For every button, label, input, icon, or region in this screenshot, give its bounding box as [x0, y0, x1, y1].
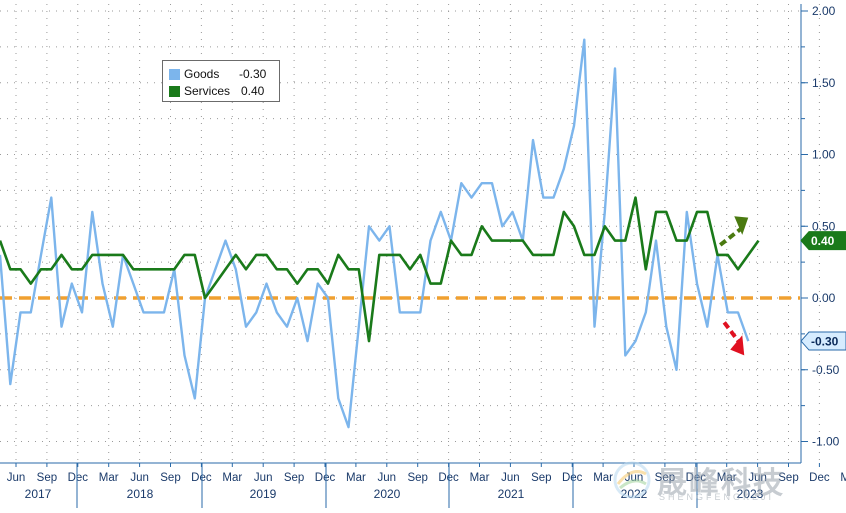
series-line-goods — [0, 40, 748, 427]
legend-value-services: 0.40 — [241, 84, 264, 98]
x-tick-label: Mar — [593, 472, 613, 484]
x-tick-label: Sep — [37, 472, 57, 484]
x-tick-label: Sep — [160, 472, 180, 484]
x-tick-label: Jun — [378, 472, 397, 484]
legend-item-goods: Goods -0.30 — [169, 66, 266, 82]
watermark-sub: SHENGFENGKEJI — [659, 492, 774, 502]
annotation-arrow-down — [724, 322, 738, 341]
x-tick-label: Mar — [346, 472, 366, 484]
x-tick-label: Sep — [531, 472, 551, 484]
x-tick-label: Sep — [284, 472, 304, 484]
x-tick-label: Jun — [254, 472, 273, 484]
legend-label-services: Services — [184, 84, 241, 98]
x-tick-label: Mar — [470, 472, 490, 484]
x-tick-label: Dec — [68, 472, 89, 484]
legend-swatch-services — [169, 86, 180, 97]
value-badge-label-services: 0.40 — [811, 234, 835, 248]
y-tick-label: 2.00 — [812, 4, 836, 18]
x-tick-label: Jun — [7, 472, 26, 484]
x-tick-label: Mar — [99, 472, 119, 484]
legend-item-services: Services 0.40 — [169, 83, 264, 99]
legend-value-goods: -0.30 — [239, 67, 266, 81]
y-tick-label: 1.00 — [812, 148, 836, 162]
y-tick-label: 1.50 — [812, 76, 836, 90]
x-tick-label: Jun — [130, 472, 149, 484]
x-tick-label: Mar — [840, 472, 846, 484]
legend: Goods -0.30 Services 0.40 — [162, 60, 280, 102]
x-year-label: 2018 — [127, 487, 154, 501]
x-tick-label: Dec — [809, 472, 830, 484]
x-year-label: 2019 — [250, 487, 277, 501]
y-tick-label: 0.00 — [812, 291, 836, 305]
x-tick-label: Dec — [315, 472, 336, 484]
x-tick-label: Dec — [562, 472, 583, 484]
x-tick-label: Jun — [501, 472, 520, 484]
annotation-arrowhead-up — [734, 216, 748, 235]
x-tick-label: Mar — [222, 472, 242, 484]
x-year-label: 2021 — [498, 487, 525, 501]
x-year-label: 2017 — [25, 487, 52, 501]
value-badge-label-goods: -0.30 — [811, 335, 839, 349]
legend-swatch-goods — [169, 69, 180, 80]
watermark: 晟峰科技 SHENGFENGKEJI — [612, 458, 812, 504]
y-tick-label: -1.00 — [812, 435, 840, 449]
annotation-arrowhead-down — [730, 335, 744, 355]
watermark-logo-icon — [612, 460, 652, 500]
x-tick-label: Sep — [407, 472, 427, 484]
x-year-label: 2020 — [374, 487, 401, 501]
y-tick-label: -0.50 — [812, 363, 840, 377]
legend-label-goods: Goods — [184, 67, 239, 81]
